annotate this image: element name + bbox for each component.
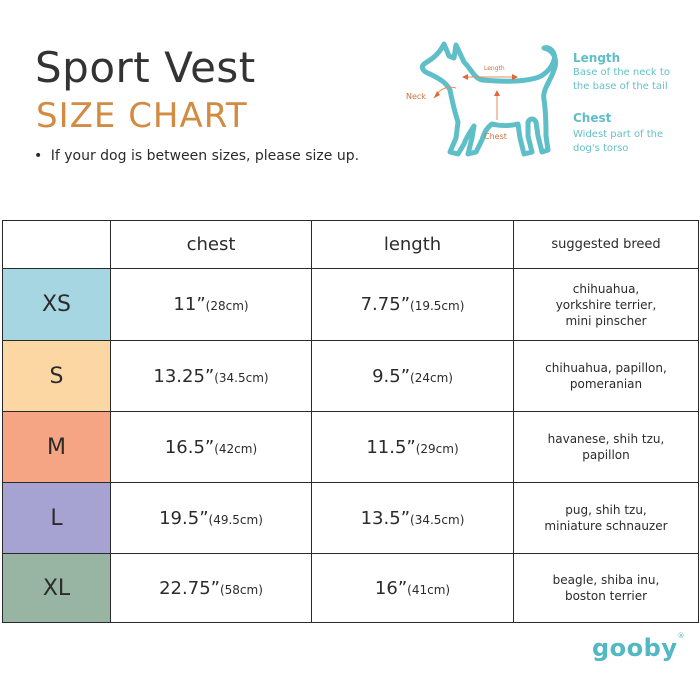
dog-measurement-diagram: Neck Length Chest <box>404 34 580 174</box>
size-label: S <box>2 340 111 412</box>
size-label: XL <box>2 553 111 623</box>
length-inches: 9.5” <box>372 365 411 387</box>
chest-cm: (42cm) <box>214 441 258 456</box>
chest-cell: 22.75”(58cm) <box>110 553 312 623</box>
length-legend-title: Length <box>573 51 621 65</box>
length-cell: 9.5”(24cm) <box>311 340 514 412</box>
suggested-breed-cell: chihuahua, yorkshire terrier, mini pinsche… <box>513 268 699 341</box>
length-cell: 16”(41cm) <box>311 553 514 623</box>
chest-cm: (34.5cm) <box>214 370 269 385</box>
chest-cell: 11”(28cm) <box>110 268 312 341</box>
brand-logo: gooby® <box>592 632 685 662</box>
length-cm: (19.5cm) <box>410 299 465 313</box>
suggested-breed-cell: pug, shih tzu, miniature schnauzer <box>513 482 699 554</box>
table-row: S 13.25”(34.5cm) 9.5”(24cm) chihuahua, papi… <box>2 340 699 412</box>
sizing-note: • If your dog is between sizes, please s… <box>34 146 359 166</box>
length-inches: 7.75” <box>360 294 411 315</box>
chest-legend-desc: Widest part of the dog's torso <box>573 129 664 154</box>
chest-cm: (58cm) <box>219 582 263 597</box>
length-cell: 7.75”(19.5cm) <box>311 268 514 341</box>
length-inches: 13.5” <box>360 507 411 529</box>
header-length: length <box>311 220 514 269</box>
brand-name: gooby <box>592 634 678 662</box>
table-row: L 19.5”(49.5cm) 13.5”(34.5cm) pug, shih tzu… <box>2 482 699 554</box>
neck-label: Neck <box>406 92 426 101</box>
note-text: If your dog is between sizes, please siz… <box>50 148 360 164</box>
header-suggested-breed: suggested breed <box>513 220 699 269</box>
table-row: XL 22.75”(58cm) 16”(41cm) beagle, shiba inu… <box>2 553 699 623</box>
chest-inches: 16.5” <box>164 436 215 458</box>
length-legend-desc: Base of the neck to the base of the tail <box>573 67 670 92</box>
page-title: Sport Vest <box>35 43 256 92</box>
table-row: M 16.5”(42cm) 11.5”(29cm) havanese, shih tz… <box>2 411 699 483</box>
length-inches: 16” <box>374 577 408 599</box>
breed-line: beagle, shiba inu, <box>552 573 660 587</box>
chest-inches: 19.5” <box>159 507 209 529</box>
table-row: XS 11”(28cm) 7.75”(19.5cm) chihuahua, yorksh… <box>2 268 699 341</box>
suggested-breed-cell: chihuahua, papillon, pomeranian <box>513 340 699 412</box>
note-bullet: • <box>34 148 43 164</box>
size-label: M <box>2 411 111 483</box>
size-chart-table: chest length suggested breed XS 11”(28cm)… <box>2 220 699 623</box>
breed-line: chihuahua, <box>572 281 640 296</box>
length-inches: 11.5” <box>366 436 416 458</box>
length-cell: 13.5”(34.5cm) <box>311 482 514 554</box>
chest-label-small: Chest <box>484 132 507 141</box>
length-cm: (24cm) <box>410 370 453 385</box>
chest-cm: (28cm) <box>205 299 249 313</box>
length-cm: (34.5cm) <box>410 512 465 527</box>
breed-line: chihuahua, papillon, <box>545 361 667 375</box>
registered-mark: ® <box>677 632 685 640</box>
size-label: XS <box>2 268 111 341</box>
chest-inches: 11” <box>173 294 206 315</box>
length-cm: (29cm) <box>415 441 459 456</box>
table-header-row: chest length suggested breed <box>2 220 699 269</box>
chest-legend-title: Chest <box>573 111 612 125</box>
chest-cell: 16.5”(42cm) <box>110 411 312 483</box>
breed-line: papillon <box>582 448 630 462</box>
chest-cell: 13.25”(34.5cm) <box>110 340 312 412</box>
breed-line: yorkshire terrier, <box>555 297 657 312</box>
chest-cm: (49.5cm) <box>208 512 263 527</box>
page-subtitle: SIZE CHART <box>36 96 248 136</box>
chest-cell: 19.5”(49.5cm) <box>110 482 312 554</box>
suggested-breed-cell: havanese, shih tzu, papillon <box>513 411 699 483</box>
breed-line: pomeranian <box>569 377 643 391</box>
chest-inches: 22.75” <box>159 577 220 599</box>
suggested-breed-cell: beagle, shiba inu, boston terrier <box>513 553 699 623</box>
dog-outline-icon <box>419 41 559 157</box>
breed-line: pug, shih tzu, <box>565 503 647 517</box>
chest-inches: 13.25” <box>153 365 215 387</box>
breed-line: miniature schnauzer <box>544 519 668 533</box>
length-cm: (41cm) <box>407 582 451 597</box>
size-label: L <box>2 482 111 554</box>
length-label-small: Length <box>484 65 505 72</box>
breed-line: havanese, shih tzu, <box>547 432 665 446</box>
breed-line: boston terrier <box>564 589 648 603</box>
length-cell: 11.5”(29cm) <box>311 411 514 483</box>
header-chest: chest <box>110 220 312 269</box>
header-size <box>2 220 111 269</box>
breed-line: mini pinscher <box>565 313 647 328</box>
